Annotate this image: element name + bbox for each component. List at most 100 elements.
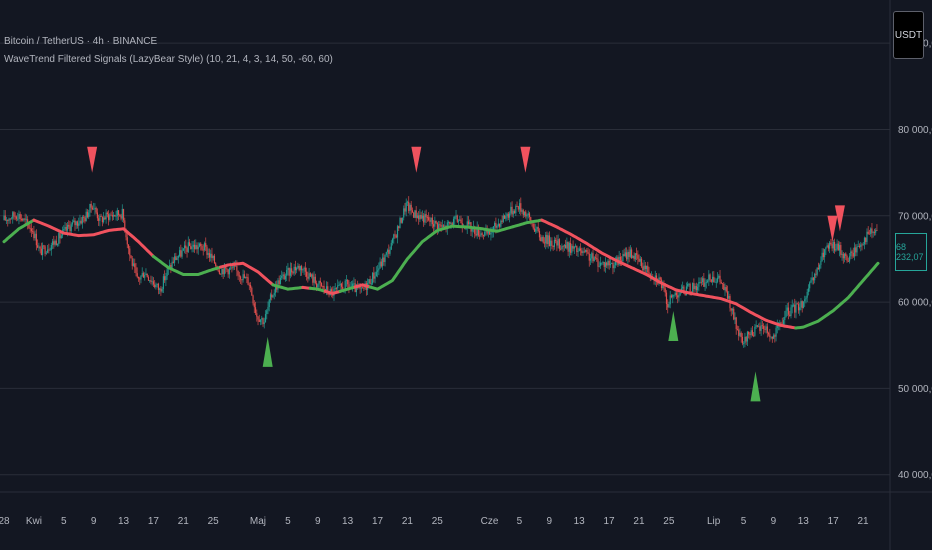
- candle-body: [440, 224, 442, 227]
- candle-body: [317, 284, 319, 288]
- candle-body: [389, 249, 391, 254]
- candle-body: [358, 287, 360, 289]
- candle-body: [787, 307, 790, 315]
- candle-body: [536, 226, 538, 230]
- currency-button[interactable]: USDT: [893, 11, 924, 59]
- candle-body: [715, 281, 717, 283]
- trend-segment-bull: [2, 218, 36, 244]
- candle-body: [363, 288, 365, 289]
- candle-body: [566, 241, 568, 249]
- candle-body: [129, 248, 131, 256]
- candle-body: [804, 299, 806, 302]
- candle-body: [70, 224, 72, 232]
- candle-body: [413, 212, 415, 218]
- candle-body: [149, 280, 151, 282]
- candle-body: [258, 319, 260, 322]
- candle-body: [836, 243, 838, 250]
- candle-body: [198, 243, 201, 247]
- candle-body: [65, 226, 67, 231]
- candle-body: [726, 291, 729, 299]
- trend-segment-bull: [308, 286, 327, 293]
- candle-body: [465, 228, 467, 230]
- candle-body: [428, 217, 430, 221]
- candle-body: [180, 250, 182, 257]
- candle-body: [292, 272, 294, 274]
- candle-body: [700, 281, 702, 283]
- x-tick-label: 9: [547, 516, 553, 527]
- time-axis[interactable]: 28 Kwi 5 9 13 17 21 25 Maj 5 9 13 17 21 25 Cze 5 9 13 17 21 2…: [0, 516, 869, 527]
- candle-body: [147, 276, 150, 281]
- candle-body: [44, 246, 46, 254]
- candle-body: [456, 215, 458, 222]
- candle-body: [193, 244, 196, 250]
- candle-body: [723, 283, 725, 291]
- candle-body: [693, 283, 695, 290]
- candle-body: [384, 254, 386, 263]
- candle-body: [105, 212, 107, 220]
- candle-body: [210, 253, 212, 258]
- candle-body: [424, 214, 426, 223]
- x-tick-label: 9: [771, 516, 777, 527]
- candle-body: [13, 212, 15, 217]
- candle-body: [597, 259, 599, 267]
- candle-body: [730, 308, 732, 311]
- candle-body: [659, 277, 661, 280]
- candle-body: [516, 206, 518, 207]
- candle-body: [85, 211, 87, 222]
- candle-body: [497, 223, 499, 226]
- candle-body: [704, 282, 706, 287]
- candle-body: [135, 267, 137, 274]
- candle-body: [433, 224, 435, 227]
- candle-body: [774, 335, 776, 337]
- candle-body: [866, 231, 868, 242]
- candle-body: [735, 317, 737, 330]
- candle-body: [315, 283, 318, 288]
- signal-markers: [87, 146, 845, 402]
- candle-body: [99, 215, 101, 221]
- candle-body: [674, 292, 676, 295]
- candle-body: [831, 244, 833, 249]
- candle-body: [339, 283, 341, 286]
- candle-body: [19, 214, 21, 219]
- candle-body: [212, 255, 214, 259]
- candle-body: [583, 251, 585, 253]
- candle-body: [535, 229, 537, 232]
- candle-body: [540, 237, 542, 242]
- candle-body: [231, 267, 233, 269]
- candle-body: [254, 307, 257, 314]
- sell-signal-marker: [827, 215, 838, 242]
- indicator-legend[interactable]: WaveTrend Filtered Signals (LazyBear Sty…: [4, 54, 333, 65]
- candle-body: [599, 262, 602, 266]
- candle-body: [314, 276, 316, 284]
- candle-body: [794, 304, 796, 313]
- candle-body: [848, 256, 851, 262]
- symbol-title[interactable]: Bitcoin / TetherUS · 4h · BINANCE: [4, 36, 158, 47]
- candle-body: [394, 234, 396, 236]
- candle-body: [492, 226, 494, 232]
- x-tick-label: 5: [741, 516, 747, 527]
- candle-body: [706, 280, 709, 282]
- candle-body: [253, 303, 255, 308]
- candle-body: [792, 304, 795, 306]
- candle-body: [739, 332, 741, 336]
- candle-body: [415, 210, 417, 218]
- candle-body: [765, 326, 767, 330]
- candle-body: [837, 243, 839, 251]
- trend-segment-bull: [151, 254, 223, 276]
- candle-body: [584, 250, 587, 252]
- candle-body: [689, 283, 691, 292]
- candle-body: [37, 245, 39, 248]
- candle-body: [710, 279, 712, 282]
- candle-body: [750, 330, 752, 335]
- candle-body: [709, 274, 711, 280]
- candle-body: [528, 213, 531, 218]
- candle-body: [851, 251, 853, 253]
- candle-body: [500, 220, 502, 227]
- x-tick-label: 17: [372, 516, 384, 527]
- candle-body: [533, 228, 536, 232]
- candle-body: [302, 269, 304, 271]
- trend-segment-bear: [32, 218, 155, 258]
- candle-body: [103, 217, 105, 223]
- candle-body: [334, 288, 336, 290]
